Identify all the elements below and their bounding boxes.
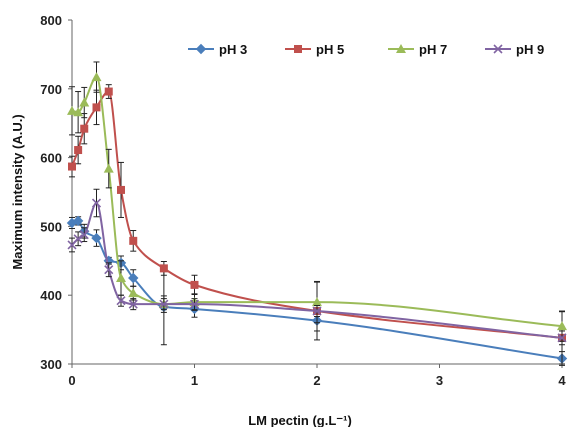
marker-stroke	[557, 333, 567, 343]
data-point	[190, 280, 199, 289]
marker-stroke	[128, 299, 138, 309]
data-point	[128, 299, 138, 309]
series-ph-7	[67, 61, 567, 342]
y-axis-title: Maximum intensity (A.U.)	[10, 114, 25, 269]
data-point	[68, 162, 76, 171]
series-ph-9	[67, 188, 567, 346]
legend-item-ph-5: pH 5	[285, 42, 344, 57]
marker-stroke	[91, 198, 102, 208]
data-point	[103, 163, 114, 173]
marker-stroke	[493, 44, 503, 54]
data-point	[189, 299, 200, 309]
marker-stroke	[104, 265, 114, 275]
y-tick-label: 400	[40, 288, 62, 303]
y-tick-label: 500	[40, 219, 62, 234]
legend-marker	[493, 44, 503, 54]
marker-stroke	[73, 234, 83, 244]
y-tick-labels: 300 400 500 600 700 800	[40, 13, 72, 372]
data-point	[104, 87, 113, 96]
data-point	[80, 124, 89, 133]
data-point	[312, 306, 322, 316]
legend: pH 3 pH 5 pH 7 pH 9	[188, 42, 544, 57]
legend-marker	[195, 43, 207, 55]
data-point	[73, 107, 84, 117]
data-point	[91, 72, 102, 82]
data-point	[116, 273, 126, 282]
data-point	[74, 146, 83, 155]
data-point	[79, 97, 90, 107]
x-tick-label: 4	[558, 373, 566, 388]
legend-marker	[396, 44, 406, 53]
data-point	[117, 185, 125, 194]
x-tick-labels: 0 1 2 3 4	[68, 364, 566, 388]
data-point	[557, 333, 567, 343]
data-point	[91, 232, 102, 244]
x-axis-title: LM pectin (g.L⁻¹)	[248, 413, 352, 427]
legend-label: pH 7	[419, 42, 447, 57]
data-point	[92, 103, 101, 112]
data-point	[72, 215, 84, 227]
y-tick-label: 600	[40, 151, 62, 166]
data-point	[73, 234, 83, 244]
data-point	[79, 230, 89, 240]
legend-item-ph-7: pH 7	[388, 42, 447, 57]
data-point	[129, 236, 138, 245]
marker-stroke	[159, 299, 169, 309]
y-tick-label: 300	[40, 357, 62, 372]
legend-item-ph-3: pH 3	[188, 42, 247, 57]
x-tick-label: 2	[313, 373, 320, 388]
data-point	[67, 105, 77, 115]
marker-stroke	[312, 306, 322, 316]
data-point	[128, 272, 139, 284]
y-tick-label: 800	[40, 13, 62, 28]
x-tick-label: 0	[68, 373, 75, 388]
data-point	[116, 296, 126, 306]
y-tick-label: 700	[40, 82, 62, 97]
series-layer	[66, 61, 568, 366]
x-tick-label: 1	[191, 373, 198, 388]
legend-label: pH 5	[316, 42, 344, 57]
marker-stroke	[116, 296, 126, 306]
marker-stroke	[189, 299, 200, 309]
x-tick-label: 3	[436, 373, 443, 388]
data-point	[91, 198, 102, 208]
marker-stroke	[79, 230, 89, 240]
data-point	[557, 321, 567, 331]
legend-label: pH 9	[516, 42, 544, 57]
legend-item-ph-9: pH 9	[485, 42, 544, 57]
data-point	[159, 299, 169, 309]
legend-label: pH 3	[219, 42, 247, 57]
data-point	[104, 265, 114, 275]
data-point	[312, 297, 322, 307]
data-point	[128, 288, 139, 298]
legend-marker	[294, 45, 302, 53]
data-point	[159, 264, 168, 273]
